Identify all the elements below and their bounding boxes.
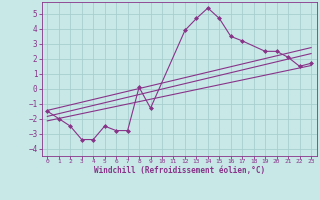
- X-axis label: Windchill (Refroidissement éolien,°C): Windchill (Refroidissement éolien,°C): [94, 166, 265, 175]
